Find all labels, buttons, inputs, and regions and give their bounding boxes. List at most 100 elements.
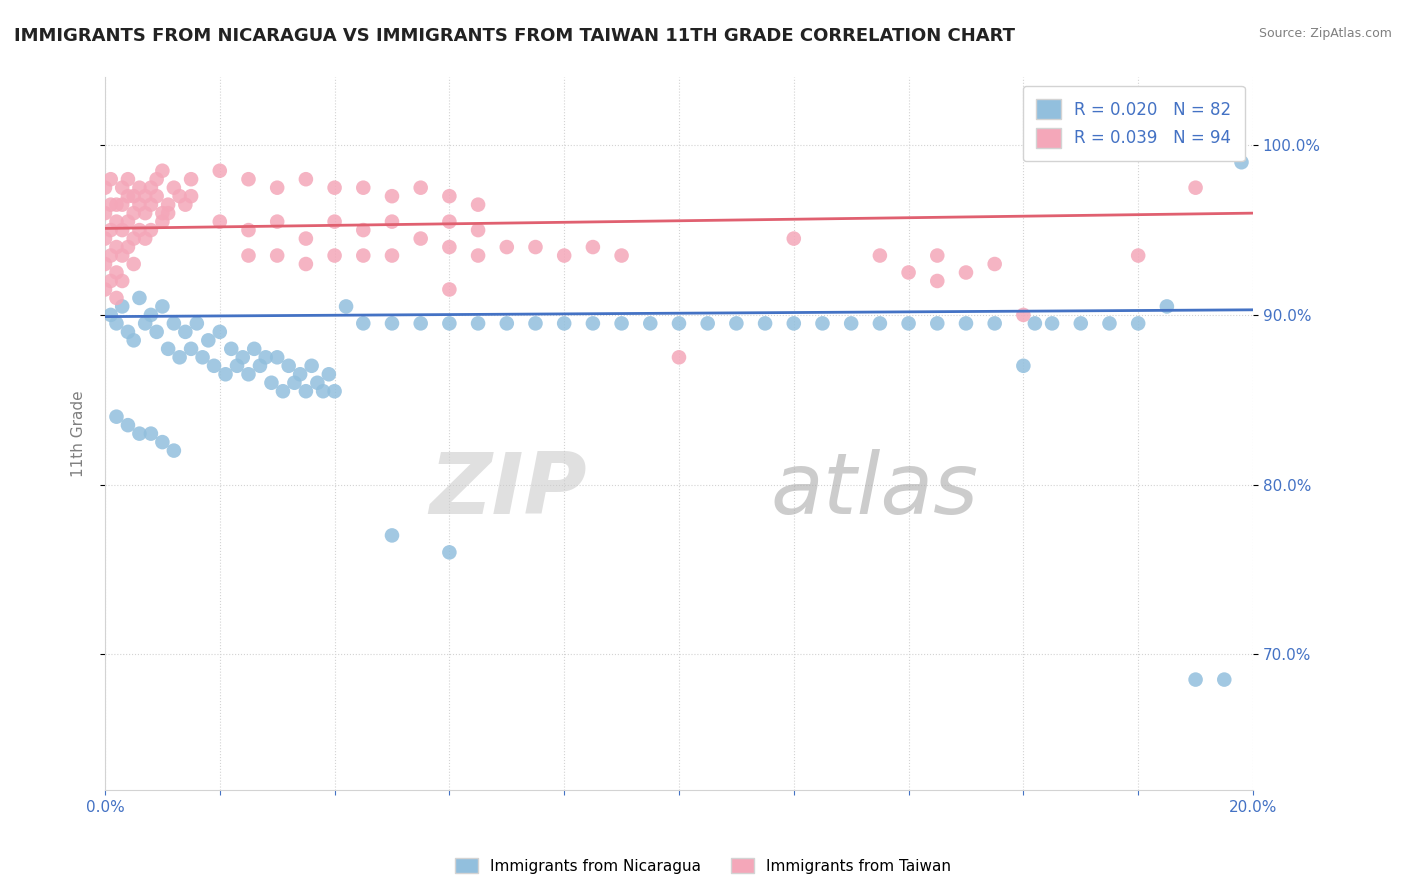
Point <box>467 197 489 211</box>
Point <box>927 317 949 331</box>
Point <box>869 248 891 262</box>
Text: Source: ZipAtlas.com: Source: ZipAtlas.com <box>1258 27 1392 40</box>
Point <box>111 248 134 262</box>
Point <box>301 359 323 373</box>
Point <box>163 180 186 194</box>
Point <box>1156 300 1178 314</box>
Point <box>238 248 260 262</box>
Point <box>696 317 718 331</box>
Point <box>226 359 249 373</box>
Point <box>134 317 156 331</box>
Point <box>111 180 134 194</box>
Point <box>271 384 294 399</box>
Point <box>927 274 949 288</box>
Point <box>117 418 139 433</box>
Point <box>139 180 162 194</box>
Point <box>163 317 186 331</box>
Legend: R = 0.020   N = 82, R = 0.039   N = 94: R = 0.020 N = 82, R = 0.039 N = 94 <box>1022 86 1244 161</box>
Point <box>117 189 139 203</box>
Point <box>754 317 776 331</box>
Point <box>1184 180 1206 194</box>
Point <box>553 248 575 262</box>
Point <box>100 274 122 288</box>
Point <box>150 214 173 228</box>
Point <box>232 351 254 365</box>
Point <box>208 214 231 228</box>
Point <box>105 291 128 305</box>
Point <box>94 180 117 194</box>
Point <box>1024 317 1046 331</box>
Point <box>197 334 219 348</box>
Point <box>134 206 156 220</box>
Point <box>725 317 748 331</box>
Point <box>134 189 156 203</box>
Point <box>100 197 122 211</box>
Point <box>174 325 197 339</box>
Point <box>495 317 517 331</box>
Point <box>105 317 128 331</box>
Point <box>238 223 260 237</box>
Point <box>105 240 128 254</box>
Text: IMMIGRANTS FROM NICARAGUA VS IMMIGRANTS FROM TAIWAN 11TH GRADE CORRELATION CHART: IMMIGRANTS FROM NICARAGUA VS IMMIGRANTS … <box>14 27 1015 45</box>
Point <box>1213 673 1236 687</box>
Point <box>409 231 432 245</box>
Point <box>524 240 547 254</box>
Point <box>260 376 283 390</box>
Point <box>266 180 288 194</box>
Point <box>582 317 605 331</box>
Point <box>117 172 139 186</box>
Text: ZIP: ZIP <box>429 450 588 533</box>
Point <box>111 197 134 211</box>
Point <box>467 248 489 262</box>
Point <box>439 283 461 297</box>
Point <box>128 197 150 211</box>
Point <box>640 317 662 331</box>
Point <box>381 214 404 228</box>
Point <box>94 257 117 271</box>
Point <box>111 223 134 237</box>
Point <box>128 180 150 194</box>
Point <box>295 257 318 271</box>
Point <box>381 317 404 331</box>
Legend: Immigrants from Nicaragua, Immigrants from Taiwan: Immigrants from Nicaragua, Immigrants fr… <box>449 852 957 880</box>
Point <box>381 248 404 262</box>
Point <box>409 317 432 331</box>
Point <box>352 248 374 262</box>
Point <box>439 214 461 228</box>
Point <box>243 342 266 356</box>
Point <box>1012 308 1035 322</box>
Point <box>150 206 173 220</box>
Point <box>381 189 404 203</box>
Point <box>955 265 977 279</box>
Point <box>524 317 547 331</box>
Point <box>157 342 180 356</box>
Point <box>467 223 489 237</box>
Point <box>169 351 191 365</box>
Point <box>214 368 236 382</box>
Point <box>277 359 299 373</box>
Point <box>145 172 167 186</box>
Point <box>323 214 346 228</box>
Point <box>439 545 461 559</box>
Point <box>1230 155 1253 169</box>
Point <box>668 351 690 365</box>
Point <box>1040 317 1063 331</box>
Point <box>249 359 271 373</box>
Point <box>409 180 432 194</box>
Point <box>105 265 128 279</box>
Point <box>202 359 225 373</box>
Point <box>1128 248 1150 262</box>
Point <box>145 325 167 339</box>
Point <box>582 240 605 254</box>
Point <box>100 172 122 186</box>
Point <box>128 291 150 305</box>
Point <box>983 317 1005 331</box>
Point <box>145 189 167 203</box>
Point <box>553 317 575 331</box>
Point <box>335 300 357 314</box>
Point <box>186 317 208 331</box>
Point <box>439 189 461 203</box>
Point <box>122 189 145 203</box>
Point <box>1070 317 1092 331</box>
Point <box>169 189 191 203</box>
